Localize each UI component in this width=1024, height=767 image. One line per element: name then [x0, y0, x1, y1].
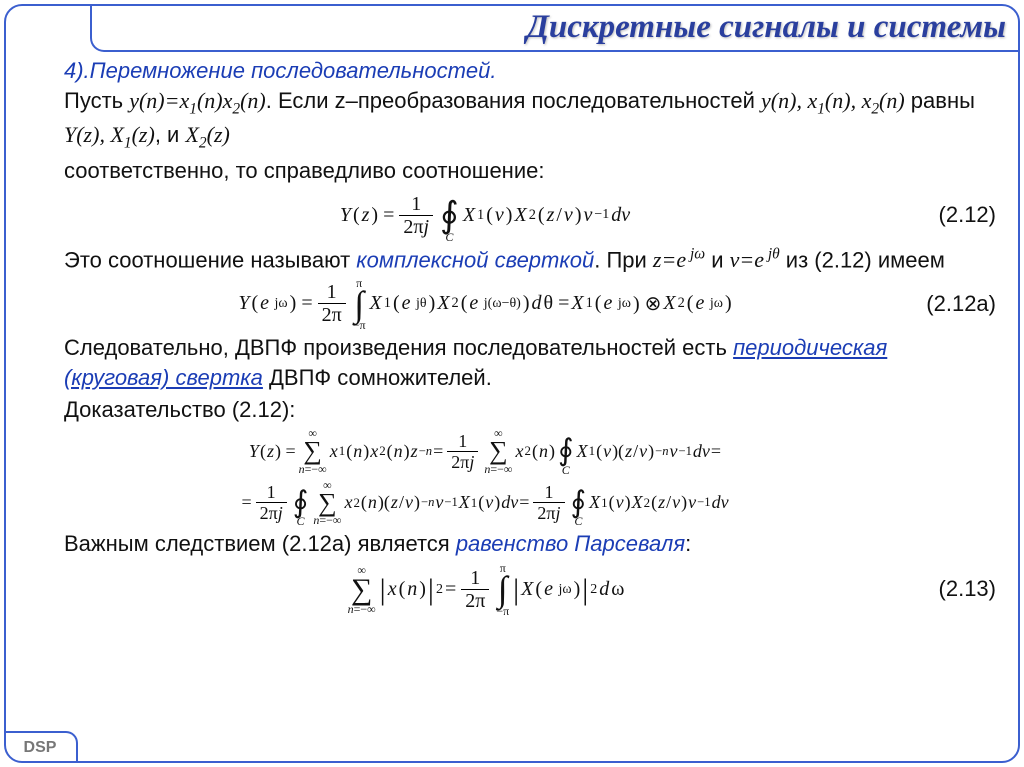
title-bar: Дискретные сигналы и системы [90, 4, 1020, 52]
term: равенство Парсеваля [456, 531, 685, 556]
text: . При [594, 247, 653, 272]
equation-2-12: Y(z) = 12πj ∮C X1(v)X2(z/v)v−1dv (2.12) [64, 188, 996, 243]
text: Пусть [64, 88, 129, 113]
paragraph-4: Доказательство (2.12): [64, 395, 996, 425]
equation-number: (2.13) [906, 576, 996, 602]
text: Важным следствием (2.12а) является [64, 531, 456, 556]
footer-label: DSP [24, 739, 57, 757]
proof-line-1: Y(z) = ∞∑n=−∞ x1(n)x2(n)z−n = 12πj ∞∑n=−… [64, 426, 996, 476]
text: . Если z–преобразования последовательнос… [266, 88, 761, 113]
paragraph-3: Следовательно, ДВПФ произведения последо… [64, 333, 996, 392]
text: Это соотношение называют [64, 247, 356, 272]
slide-title: Дискретные сигналы и системы [526, 9, 1006, 46]
math-inline: , x1(n) [796, 88, 850, 113]
math-inline: , X1(z) [99, 122, 154, 147]
math-inline: v=e jθ [730, 247, 780, 272]
math-inline: X2(z) [185, 122, 229, 147]
math-inline: Y(z) [64, 122, 99, 147]
content-area: 4).Перемножение последовательностей. Пус… [64, 58, 996, 739]
text: Следовательно, ДВПФ произведения последо… [64, 335, 733, 360]
math-inline: , x2(n) [851, 88, 905, 113]
text: и [705, 247, 730, 272]
text: , и [155, 122, 186, 147]
term: комплексной сверткой [356, 247, 594, 272]
math-inline: y(n) [761, 88, 796, 113]
math-inline: y(n)=x1(n)x2(n) [129, 88, 266, 113]
equation-number: (2.12) [906, 202, 996, 228]
formula: = 12πj ∮C ∞∑n=−∞ x2(n)(z/v)−nv−1X1(v)dv … [64, 478, 906, 528]
math-inline: z=e jω [653, 247, 705, 272]
paragraph-1: Пусть y(n)=x1(n)x2(n). Если z–преобразов… [64, 86, 996, 154]
formula: ∞∑n=−∞ |x(n)|2 = 12π π∫−π |X(e jω)|2dω [64, 561, 906, 617]
section-heading: 4).Перемножение последовательностей. [64, 58, 996, 84]
paragraph-1b: соответственно, то справедливо соотношен… [64, 156, 996, 186]
text: из (2.12) имеем [780, 247, 945, 272]
paragraph-5: Важным следствием (2.12а) является равен… [64, 529, 996, 559]
paragraph-2: Это соотношение называют комплексной све… [64, 245, 996, 275]
formula: Y(z) = 12πj ∮C X1(v)X2(z/v)v−1dv [64, 188, 906, 243]
equation-2-13: ∞∑n=−∞ |x(n)|2 = 12π π∫−π |X(e jω)|2dω (… [64, 561, 996, 617]
formula: Y(z) = ∞∑n=−∞ x1(n)x2(n)z−n = 12πj ∞∑n=−… [64, 426, 906, 476]
text: : [685, 531, 691, 556]
text: равны [905, 88, 975, 113]
formula: Y(e jω) = 12π π∫−π X1(e jθ)X2(e j(ω−θ))d… [64, 277, 906, 332]
equation-number: (2.12а) [906, 291, 996, 317]
text: ДВПФ сомножителей. [263, 365, 492, 390]
equation-2-12a: Y(e jω) = 12π π∫−π X1(e jθ)X2(e j(ω−θ))d… [64, 277, 996, 332]
proof-line-2: = 12πj ∮C ∞∑n=−∞ x2(n)(z/v)−nv−1X1(v)dv … [64, 478, 996, 528]
